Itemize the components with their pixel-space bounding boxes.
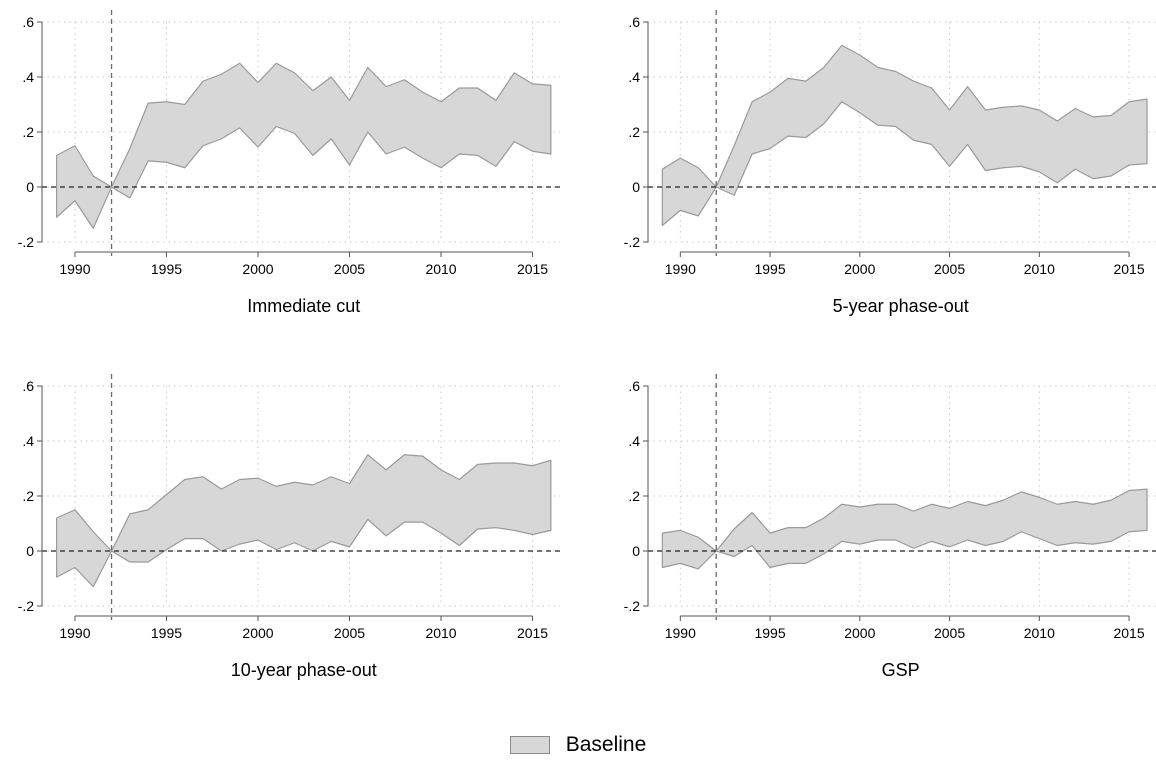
y-tick-label: .6 xyxy=(628,14,640,30)
panel-title: GSP xyxy=(882,660,920,680)
y-tick-label: 0 xyxy=(26,543,34,559)
x-tick-label: 2015 xyxy=(517,261,548,277)
x-tick-label: 2010 xyxy=(1024,261,1055,277)
x-tick-label: 2015 xyxy=(1113,261,1144,277)
y-tick-label: .2 xyxy=(22,124,34,140)
panel-2: -.2 0 .2 .4 .6 1990 1995 2000 2005 2010 2015 5-year… xyxy=(624,10,1156,316)
y-tick-label: .4 xyxy=(628,433,640,449)
y-tick-label: .2 xyxy=(22,488,34,504)
x-tick-label: 2000 xyxy=(242,261,273,277)
y-tick-label: -.2 xyxy=(18,234,35,250)
confidence-band xyxy=(661,488,1148,570)
x-tick-label: 1990 xyxy=(665,261,696,277)
y-tick-label: .4 xyxy=(22,433,34,449)
y-tick-label: .2 xyxy=(628,124,640,140)
x-tick-label: 2000 xyxy=(844,261,875,277)
chart-svg: -.2 0 .2 .4 .6 1990 1995 2000 2005 2010 2015 Immedi… xyxy=(18,10,1156,680)
x-tick-label: 1995 xyxy=(754,625,785,641)
y-tick-label: .4 xyxy=(22,69,34,85)
x-tick-label: 2015 xyxy=(1113,625,1144,641)
confidence-band xyxy=(56,454,552,588)
panel-title: 10-year phase-out xyxy=(231,660,377,680)
x-tick-label: 2005 xyxy=(934,625,965,641)
x-tick-label: 2005 xyxy=(334,625,365,641)
legend: Baseline xyxy=(0,730,1156,760)
y-tick-label: .4 xyxy=(628,69,640,85)
x-tick-label: 2000 xyxy=(242,625,273,641)
panel-3: -.2 0 .2 .4 .6 1990 1995 2000 2005 2010 2015 10-yea… xyxy=(18,374,562,680)
x-tick-label: 2010 xyxy=(1024,625,1055,641)
confidence-band xyxy=(661,44,1148,227)
legend-swatch xyxy=(509,736,550,754)
x-tick-label: 1995 xyxy=(754,261,785,277)
x-tick-label: 2005 xyxy=(934,261,965,277)
x-tick-label: 1990 xyxy=(665,625,696,641)
legend-label: Baseline xyxy=(565,733,647,756)
y-tick-label: 0 xyxy=(26,179,34,195)
panel-title: 5-year phase-out xyxy=(833,296,969,316)
confidence-band xyxy=(56,62,552,229)
y-tick-label: -.2 xyxy=(624,598,641,614)
x-tick-label: 1995 xyxy=(151,261,182,277)
panel-4: -.2 0 .2 .4 .6 1990 1995 2000 2005 2010 2015 GSP xyxy=(624,374,1156,680)
x-tick-label: 1995 xyxy=(151,625,182,641)
y-tick-label: .6 xyxy=(22,14,34,30)
x-tick-label: 2000 xyxy=(844,625,875,641)
x-tick-label: 2005 xyxy=(334,261,365,277)
y-tick-label: .6 xyxy=(628,378,640,394)
x-tick-label: 2010 xyxy=(425,625,456,641)
y-tick-label: 0 xyxy=(632,179,640,195)
x-tick-label: 1990 xyxy=(59,261,90,277)
x-tick-label: 2010 xyxy=(425,261,456,277)
y-tick-label: 0 xyxy=(632,543,640,559)
x-tick-label: 1990 xyxy=(59,625,90,641)
panel-title: Immediate cut xyxy=(247,296,360,316)
y-tick-label: -.2 xyxy=(18,598,35,614)
y-tick-label: -.2 xyxy=(624,234,641,250)
y-tick-label: .2 xyxy=(628,488,640,504)
x-tick-label: 2015 xyxy=(517,625,548,641)
y-tick-label: .6 xyxy=(22,378,34,394)
panel-1: -.2 0 .2 .4 .6 1990 1995 2000 2005 2010 2015 Immedi… xyxy=(18,10,562,316)
